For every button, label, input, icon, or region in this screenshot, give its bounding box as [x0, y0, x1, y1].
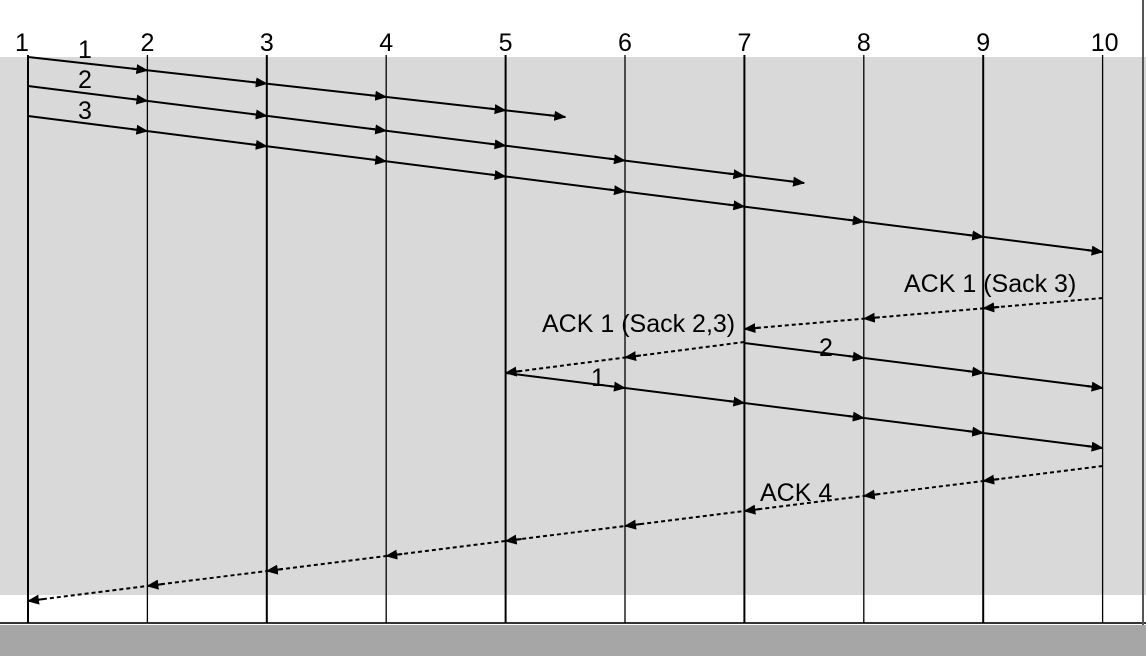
- node-label-8: 8: [857, 29, 871, 57]
- packet-1-path: [27, 56, 566, 118]
- packet-1-retransmission: 1: [505, 364, 1104, 452]
- ack-1-sack-3: ACK 1 (Sack 3): [743, 270, 1103, 334]
- node-label-10: 10: [1091, 29, 1119, 57]
- packet-1-arrowhead: [847, 411, 865, 422]
- ack-label-4: ACK 4: [760, 479, 832, 507]
- packet-label-2: 2: [78, 66, 92, 94]
- node-label-7: 7: [737, 29, 751, 57]
- packet-2-arrowhead: [608, 154, 626, 165]
- ack-arrowhead: [385, 549, 403, 560]
- packet-3-arrowhead: [847, 215, 865, 226]
- node-label-9: 9: [976, 29, 990, 57]
- ack-arrowhead: [862, 489, 880, 500]
- node-label-4: 4: [379, 29, 393, 57]
- packet-3-arrowhead: [728, 200, 746, 211]
- bottom-bar: [0, 625, 1146, 656]
- ack-arrowhead: [743, 504, 761, 515]
- ack-1-sack-3-path: [744, 297, 1103, 330]
- packet-label-3: 3: [78, 97, 92, 125]
- packet-2-retransmission-path: [744, 342, 1103, 389]
- ack-4: ACK 4: [27, 465, 1103, 605]
- ack-label-sack-3: ACK 1 (Sack 3): [904, 270, 1076, 298]
- packet-2-path: [27, 85, 805, 184]
- ack-label-sack-2-3: ACK 1 (Sack 2,3): [542, 310, 735, 338]
- packet-3-arrowhead: [131, 124, 149, 135]
- packet-2-arrowhead: [787, 176, 806, 187]
- packet-1-arrowhead: [728, 396, 746, 407]
- ack-arrowhead: [982, 474, 1000, 485]
- packet-2-arrowhead: [728, 169, 746, 180]
- ack-arrowhead: [146, 579, 164, 590]
- packet-1-arrowhead: [608, 381, 626, 392]
- packet-3-original: 3: [27, 97, 1104, 256]
- packet-2-retransmission: 2: [744, 334, 1104, 392]
- packet-3-arrowhead: [489, 170, 507, 181]
- packet-2-arrowhead: [250, 109, 268, 120]
- packet-1-arrowhead: [967, 426, 985, 437]
- packet-2-arrowhead: [847, 351, 865, 362]
- ack-arrowhead: [743, 323, 761, 334]
- ack-arrowhead: [504, 534, 522, 545]
- packet-2-arrowhead: [1086, 381, 1104, 392]
- packet-2-arrowhead: [489, 139, 507, 150]
- packet-3-arrowhead: [608, 185, 626, 196]
- packet-1-arrowhead: [1086, 441, 1104, 452]
- packet-1-original: 1: [27, 36, 567, 121]
- packet-2-arrowhead: [967, 366, 985, 377]
- packet-2-original: 2: [27, 66, 806, 187]
- packet-1-arrowhead: [489, 104, 507, 115]
- node-label-1: 1: [15, 29, 29, 57]
- ack-arrowhead: [27, 594, 45, 605]
- node-labels: 1 2 3 4 5 6 7 8 9 10: [15, 29, 1119, 57]
- packet-3-arrowhead: [1086, 245, 1104, 256]
- node-label-3: 3: [260, 29, 274, 57]
- packet-1-retransmission-path: [505, 372, 1103, 449]
- ack-arrowhead: [862, 312, 880, 323]
- retransmission-label-2: 2: [819, 334, 833, 362]
- ack-arrowhead: [624, 351, 642, 362]
- ack-arrowhead: [624, 519, 642, 530]
- packet-1-arrowhead: [549, 110, 567, 121]
- packet-3-arrowhead: [250, 139, 268, 150]
- packet-2-arrowhead: [370, 124, 388, 135]
- diagram-background-band: [0, 57, 1146, 595]
- node-label-2: 2: [140, 29, 154, 57]
- packet-1-arrowhead: [250, 77, 268, 88]
- node-label-5: 5: [499, 29, 513, 57]
- node-label-6: 6: [618, 29, 632, 57]
- ack-1-sack-2-3: ACK 1 (Sack 2,3): [504, 310, 745, 377]
- packet-1-arrowhead: [370, 90, 388, 101]
- packet-2-arrowhead: [131, 94, 149, 105]
- packet-3-arrowhead: [370, 154, 388, 165]
- packet-label-1: 1: [78, 36, 92, 64]
- ack-arrowhead: [504, 366, 522, 377]
- packet-3-arrowhead: [967, 230, 985, 241]
- packet-3-path: [27, 115, 1103, 253]
- ack-arrowhead: [982, 302, 1000, 313]
- ack-arrowhead: [265, 564, 283, 575]
- retransmission-label-1: 1: [591, 364, 605, 392]
- ack-4-path: [27, 465, 1103, 602]
- packet-1-arrowhead: [131, 64, 149, 75]
